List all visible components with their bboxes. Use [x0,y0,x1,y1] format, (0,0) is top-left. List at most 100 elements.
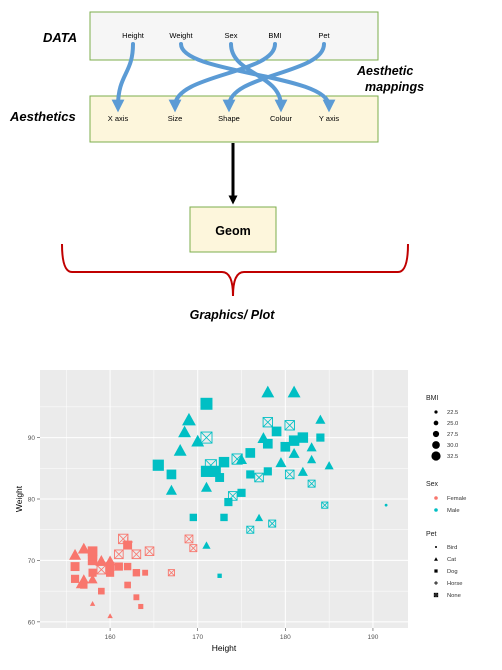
point-male-dog [166,469,177,480]
legend-title: BMI [426,395,439,402]
point-male-cat [173,444,187,456]
x-axis-label: Height [212,643,237,653]
legend-pet-key [434,557,438,561]
x-tick-label: 160 [105,634,116,641]
point-female-none [184,534,194,544]
point-male-cat [178,425,192,438]
geom-box [189,206,277,253]
point-male-dog [245,448,256,458]
legend-title: Pet [426,531,437,538]
point-female-dog [133,594,140,601]
point-female-dog [123,540,133,550]
point-female-dog [132,569,141,577]
point-female-cat [95,555,108,566]
legend-pet-label: None [447,593,461,599]
point-male-cat [315,414,326,424]
aesthetic-field-shape: Shape [218,114,240,123]
x-tick-label: 170 [192,634,203,641]
aesthetic-field-colour: Colour [270,114,293,123]
point-male-cat [182,412,196,426]
point-male-dog [215,473,225,482]
point-male-cat [202,541,211,549]
point-female-dog [114,562,123,571]
point-female-dog [70,574,80,583]
data-field-bmi: BMI [268,31,281,40]
point-male-cat [236,454,248,465]
point-male-none [321,501,329,509]
point-male-dog [316,433,325,442]
point-female-dog [80,581,88,589]
legend-pet-key [434,581,438,585]
mappings-label-line2: mappings [365,80,424,94]
legend-sex-key [434,496,438,500]
y-tick-label: 60 [28,619,36,626]
point-male-none [262,417,273,428]
aesthetics-label: Aesthetics [9,109,76,124]
legend-pet-label: Bird [447,545,457,551]
point-male-dog [220,513,228,522]
point-male-dog [217,573,222,578]
legend-bmi-label: 27.5 [447,432,458,438]
legend-bmi-size-key [431,451,441,461]
point-female-dog [87,546,98,557]
mappings-label-line1: Aesthetic [356,64,413,78]
point-female-dog [105,562,115,572]
point-male-none [284,420,295,431]
point-female-cat [89,600,96,606]
point-male-none [268,519,277,528]
point-male-cat [261,385,275,398]
output-label: Graphics/ Plot [190,308,276,322]
point-female-none [96,564,107,575]
point-male-dog [246,470,255,479]
point-male-none [254,472,264,483]
point-female-none [144,546,155,556]
point-male-dog [200,397,213,410]
point-male-dog [297,432,309,443]
point-female-cat [107,613,113,619]
legend-bmi-label: 25.0 [447,421,458,427]
point-male-cat [324,461,334,470]
point-female-cat [77,542,90,554]
legend-sex-key [434,508,438,512]
point-female-dog [98,587,105,595]
scatter-plot: 160 170 180 190 60 70 80 90 Height Weight BMI 22… [14,370,466,653]
point-male-none [307,479,316,488]
point-male-dog [200,465,213,477]
legend-bmi-size-key [432,430,440,438]
aesthetic-fields: X axis Size Shape Colour Y axis [108,114,340,123]
plot-legend: BMI 22.5 25.0 27.5 30.0 32.5 Sex Female Male Pet B… [426,395,466,599]
legend-bmi-label: 22.5 [447,410,458,416]
point-female-cat [75,581,84,589]
point-male-bird [384,503,388,507]
legend-sex-label: Female [447,496,466,502]
point-female-none [87,555,98,566]
point-female-dog [88,568,97,577]
point-male-dog [189,513,198,522]
point-male-none [200,431,213,444]
x-tick-label: 190 [368,634,379,641]
point-male-cat [307,454,317,464]
point-female-dog [138,603,144,610]
point-female-dog [70,562,80,572]
legend-bmi-size-key [433,420,439,426]
point-male-cat [287,385,301,398]
point-male-cat [165,484,177,495]
axis-ticks: 160 170 180 190 60 70 80 90 [28,435,379,641]
point-male-dog [288,435,300,446]
point-female-none [167,569,175,577]
point-male-cat [288,447,300,458]
point-female-dog [106,568,115,577]
output-brace [61,243,409,297]
point-male-none [246,525,255,534]
mapping-arrow-sex [229,42,288,113]
point-female-cat [69,548,82,560]
aesthetic-field-x-axis: X axis [108,114,129,123]
y-tick-label: 70 [28,558,36,565]
point-male-dog [237,488,246,497]
data-field-weight: Weight [169,31,193,40]
point-female-none [114,549,124,560]
mapping-arrows [111,42,336,113]
point-male-dog [224,497,233,507]
point-male-none [204,459,217,472]
legend-bmi-size-key [434,410,438,414]
